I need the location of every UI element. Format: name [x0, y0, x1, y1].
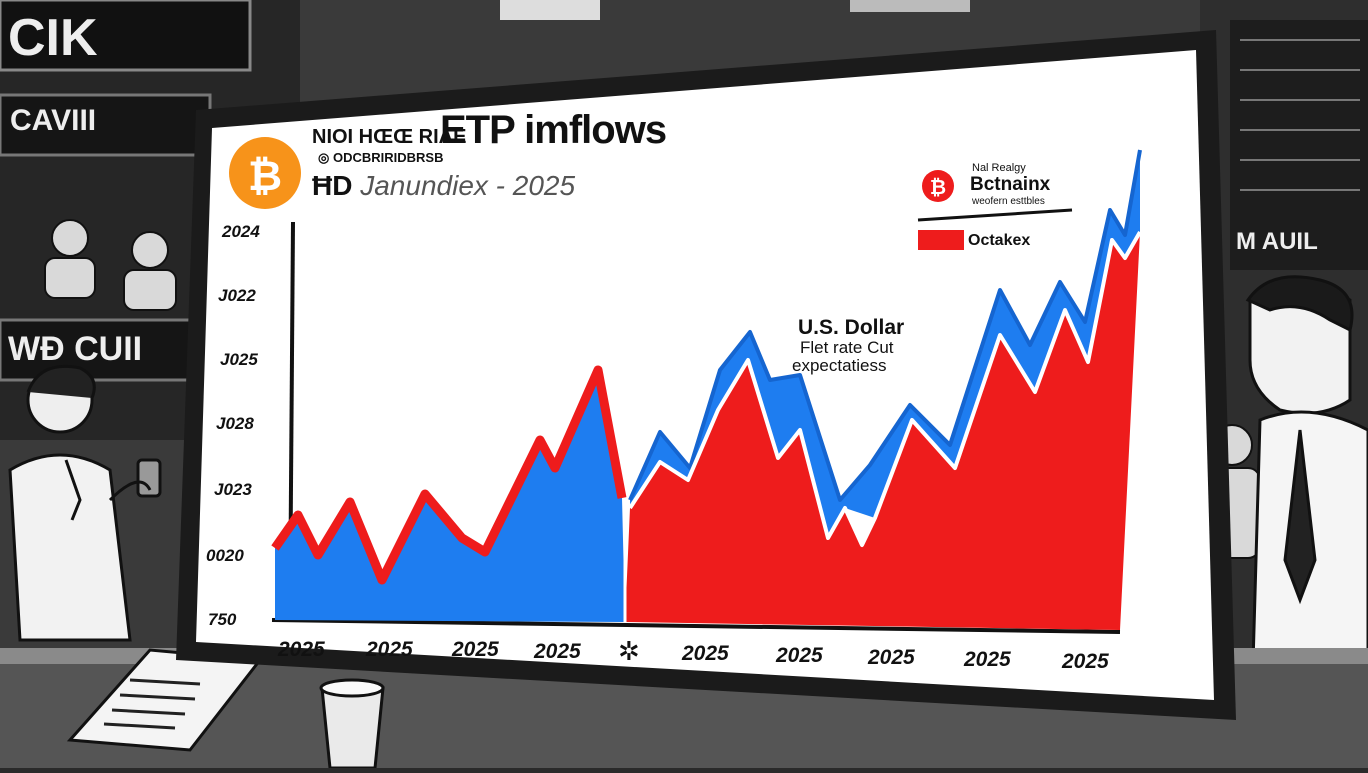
y-tick-label: 2024 [222, 222, 260, 241]
y-tick-label: J022 [218, 286, 256, 305]
chart-title: ETP imflows [440, 108, 667, 152]
y-tick-label: J028 [216, 414, 254, 433]
x-tick-label: 2025 [964, 648, 1011, 671]
chart-subtitle-line1: NIOI HŒŒ RIAE [312, 126, 467, 148]
svg-text:₿: ₿ [930, 177, 946, 199]
y-tick-label: 0020 [206, 546, 244, 565]
annotation-title: U.S. Dollar [798, 316, 905, 339]
x-tick-label: 2025 [534, 640, 581, 663]
chart-subtitle-text: Janundiex - 2025 [360, 170, 576, 201]
legend-entry-a: Bctnainx [970, 174, 1051, 195]
sign-mid-left: CAVIII [10, 104, 97, 137]
chart-subtitle-prefix: ĦD [312, 170, 353, 201]
sign-lower-left: WĐ CUII [8, 330, 143, 368]
x-tick-label: 2025 [452, 638, 499, 661]
y-tick-label: J023 [214, 480, 252, 499]
legend-entry-a-sub: weofern esttbles [972, 196, 1045, 207]
annotation-line2: Flet rate Cut [800, 338, 894, 357]
legend-entry-b: Octakex [968, 232, 1031, 249]
y-tick-label: 750 [208, 610, 237, 629]
sign-top-left: CIK [8, 9, 98, 67]
x-tick-label: 2025 [278, 638, 325, 661]
svg-text:₿: ₿ [248, 152, 282, 199]
chart-subtitle: ĦD Janundiex - 2025 [312, 170, 575, 202]
sign-right: M AUIL [1236, 228, 1318, 255]
legend-header: Nal Realgy [972, 162, 1026, 174]
x-tick-label: 2025 [366, 638, 413, 661]
x-tick-label: 2025 [682, 642, 729, 665]
axis-break-glyph: ✲ [618, 636, 640, 666]
x-tick-label: 2025 [1062, 650, 1109, 673]
x-tick-label: 2025 [776, 644, 823, 667]
y-tick-label: J025 [220, 350, 258, 369]
x-tick-label: 2025 [868, 646, 915, 669]
chart-subtitle-line2: ◎ ODCBRIRIDBRSB [318, 150, 444, 165]
annotation-line3: expectatiess [792, 356, 887, 375]
